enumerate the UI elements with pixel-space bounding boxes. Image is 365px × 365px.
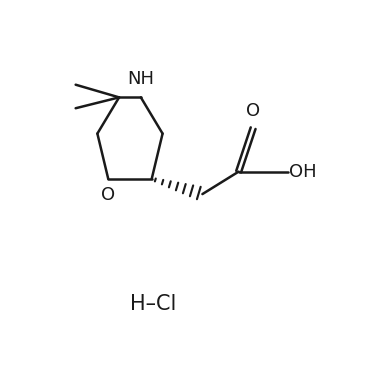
Text: NH: NH: [127, 70, 154, 88]
Text: OH: OH: [289, 163, 317, 181]
Text: O: O: [101, 186, 115, 204]
Text: O: O: [246, 102, 260, 120]
Text: H–Cl: H–Cl: [130, 294, 177, 314]
